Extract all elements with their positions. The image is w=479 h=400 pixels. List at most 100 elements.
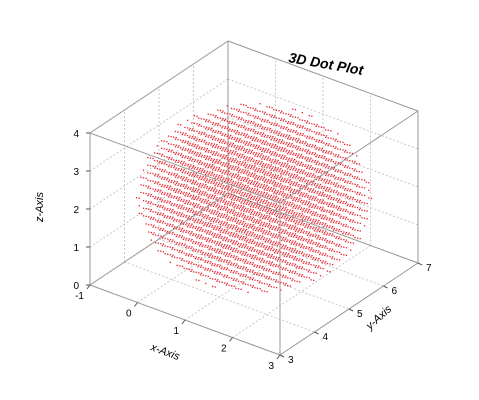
data-point [161,199,164,201]
data-point [322,245,324,247]
data-point [202,251,204,254]
data-point [199,184,201,186]
data-point [314,251,316,253]
data-point [189,127,191,130]
data-point [286,187,288,189]
data-point [208,188,210,190]
data-point [256,219,259,221]
data-point [262,250,264,252]
data-point [177,154,179,156]
data-point [174,191,177,193]
data-point [226,196,228,198]
data-point [319,170,321,172]
data-point [303,276,305,278]
data-point [281,125,283,128]
data-point [269,234,272,236]
data-point [338,206,341,208]
data-point [212,160,215,162]
data-point [298,214,300,216]
data-point [217,200,219,202]
data-point [263,214,266,216]
data-point [328,219,330,221]
data-point [267,127,269,129]
data-point [239,191,241,193]
data-point [214,124,216,126]
data-point [163,148,165,150]
data-point [172,254,174,256]
data-point [179,204,181,206]
data-point [288,241,291,243]
data-point [316,146,318,149]
data-point [195,172,197,175]
data-point [317,251,319,254]
data-point [300,208,302,211]
data-point [198,279,200,282]
data-point [223,200,225,202]
data-point [236,154,238,156]
data-point [293,198,295,200]
data-point [281,194,283,196]
data-point [214,263,216,265]
data-point [191,122,193,124]
data-point [200,133,202,135]
data-point [294,242,296,244]
data-point [193,210,195,212]
data-point [300,193,302,195]
data-point [320,202,322,204]
data-point [250,181,253,183]
data-point [343,201,345,203]
data-point [224,186,227,189]
data-point [194,197,196,199]
data-point [322,192,324,194]
data-point [311,183,313,186]
data-point [258,213,260,215]
data-point [231,182,234,184]
data-point [229,113,231,115]
data-point [350,204,352,206]
data-point [261,198,263,201]
data-point [212,228,215,230]
data-point [236,248,238,250]
data-point [217,203,219,205]
data-point [294,263,297,265]
data-point [344,218,347,220]
data-point [264,157,266,159]
data-point [338,207,340,209]
data-point [232,180,234,183]
data-point [281,276,284,278]
data-point [245,119,247,122]
data-point [220,237,222,239]
data-point [245,226,247,228]
data-point [217,218,219,220]
data-point [230,157,232,159]
data-point [280,213,282,215]
data-point [300,125,302,127]
data-point [258,206,260,208]
data-point [283,118,285,120]
box-edge [89,132,281,204]
data-point [240,250,242,252]
data-point [226,158,228,160]
data-point [204,223,206,225]
y-tick-label: 6 [392,286,398,297]
data-point [232,234,234,236]
data-point [244,177,247,179]
data-point [252,145,254,147]
data-point [265,193,267,196]
data-point [281,147,284,149]
data-point [306,261,308,263]
data-point [172,231,174,234]
data-point [265,247,267,249]
data-point [201,131,203,134]
data-point [256,211,259,213]
data-point [265,186,267,188]
data-point [340,223,342,225]
data-point [268,156,270,158]
data-point [221,205,223,207]
data-point [199,205,202,208]
data-point [186,134,189,137]
data-point [277,258,279,260]
data-point [243,165,245,167]
data-point [193,256,195,258]
data-point [230,149,232,152]
